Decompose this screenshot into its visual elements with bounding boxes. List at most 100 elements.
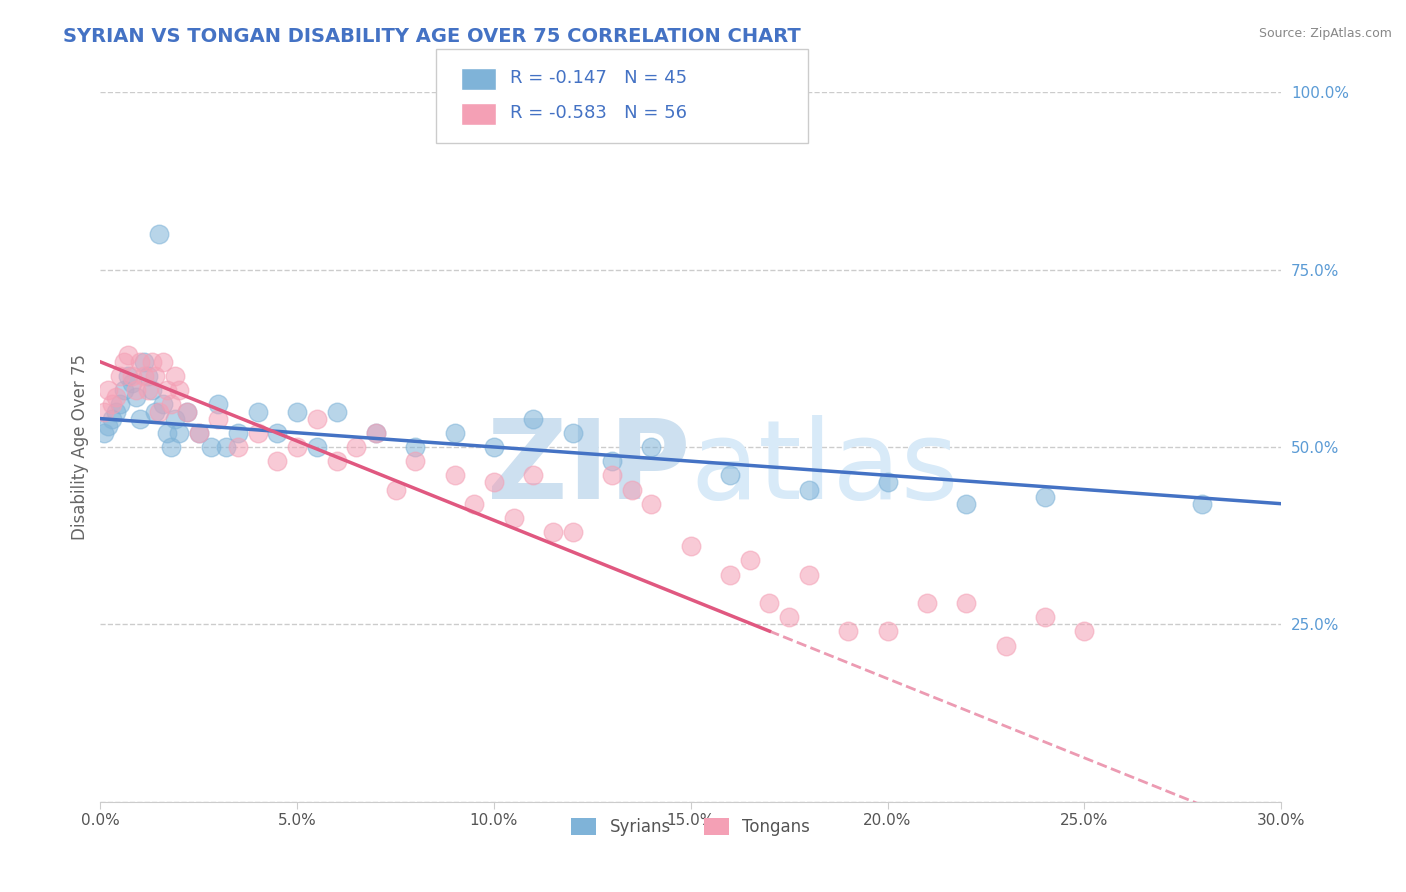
Point	[148, 227, 170, 242]
Point	[187, 425, 209, 440]
FancyBboxPatch shape	[436, 49, 808, 143]
Point	[778, 610, 800, 624]
Point	[165, 411, 187, 425]
Point	[105, 390, 128, 404]
Point	[97, 383, 120, 397]
Point	[994, 639, 1017, 653]
Point	[443, 468, 465, 483]
Point	[679, 539, 702, 553]
Point	[125, 390, 148, 404]
Point	[97, 418, 120, 433]
Point	[541, 524, 564, 539]
Point	[141, 383, 163, 397]
Point	[93, 425, 115, 440]
Point	[640, 440, 662, 454]
Point	[463, 497, 485, 511]
Point	[160, 397, 183, 411]
Point	[718, 567, 741, 582]
Point	[285, 440, 308, 454]
Point	[226, 425, 249, 440]
Point	[364, 425, 387, 440]
Text: SYRIAN VS TONGAN DISABILITY AGE OVER 75 CORRELATION CHART: SYRIAN VS TONGAN DISABILITY AGE OVER 75 …	[63, 27, 801, 45]
Point	[266, 454, 288, 468]
Point	[325, 404, 347, 418]
Point	[121, 376, 143, 391]
Point	[165, 369, 187, 384]
Point	[758, 596, 780, 610]
Text: R = -0.147   N = 45: R = -0.147 N = 45	[510, 70, 688, 87]
Point	[876, 624, 898, 639]
Point	[561, 425, 583, 440]
Point	[600, 454, 623, 468]
Point	[117, 348, 139, 362]
Point	[93, 404, 115, 418]
Point	[121, 369, 143, 384]
Point	[246, 425, 269, 440]
Point	[797, 483, 820, 497]
Point	[167, 425, 190, 440]
Point	[561, 524, 583, 539]
Point	[502, 511, 524, 525]
Point	[215, 440, 238, 454]
Point	[640, 497, 662, 511]
Point	[718, 468, 741, 483]
Point	[156, 383, 179, 397]
Point	[145, 369, 167, 384]
Point	[226, 440, 249, 454]
Point	[266, 425, 288, 440]
Text: ZIP: ZIP	[488, 415, 690, 522]
Point	[105, 404, 128, 418]
Point	[955, 596, 977, 610]
Point	[522, 468, 544, 483]
Point	[482, 440, 505, 454]
Point	[344, 440, 367, 454]
Point	[156, 425, 179, 440]
Point	[136, 383, 159, 397]
Point	[132, 355, 155, 369]
Legend: Syrians, Tongans: Syrians, Tongans	[564, 812, 817, 843]
Point	[246, 404, 269, 418]
Point	[1073, 624, 1095, 639]
Text: Source: ZipAtlas.com: Source: ZipAtlas.com	[1258, 27, 1392, 40]
Point	[101, 397, 124, 411]
Point	[404, 440, 426, 454]
Point	[160, 440, 183, 454]
Point	[101, 411, 124, 425]
Point	[522, 411, 544, 425]
Point	[1033, 610, 1056, 624]
Point	[148, 404, 170, 418]
Point	[404, 454, 426, 468]
Point	[482, 475, 505, 490]
Point	[187, 425, 209, 440]
Point	[364, 425, 387, 440]
Text: atlas: atlas	[690, 415, 959, 522]
Point	[305, 411, 328, 425]
Point	[128, 411, 150, 425]
Point	[837, 624, 859, 639]
Point	[112, 383, 135, 397]
Point	[600, 468, 623, 483]
FancyBboxPatch shape	[461, 68, 496, 90]
Point	[876, 475, 898, 490]
Point	[128, 355, 150, 369]
Point	[620, 483, 643, 497]
Point	[108, 397, 131, 411]
Point	[200, 440, 222, 454]
Point	[176, 404, 198, 418]
FancyBboxPatch shape	[461, 103, 496, 125]
Point	[152, 355, 174, 369]
Point	[136, 369, 159, 384]
Point	[305, 440, 328, 454]
Point	[132, 369, 155, 384]
Point	[207, 397, 229, 411]
Point	[125, 383, 148, 397]
Point	[108, 369, 131, 384]
Point	[207, 411, 229, 425]
Point	[1191, 497, 1213, 511]
Point	[145, 404, 167, 418]
Point	[443, 425, 465, 440]
Point	[738, 553, 761, 567]
Point	[152, 397, 174, 411]
Point	[117, 369, 139, 384]
Point	[285, 404, 308, 418]
